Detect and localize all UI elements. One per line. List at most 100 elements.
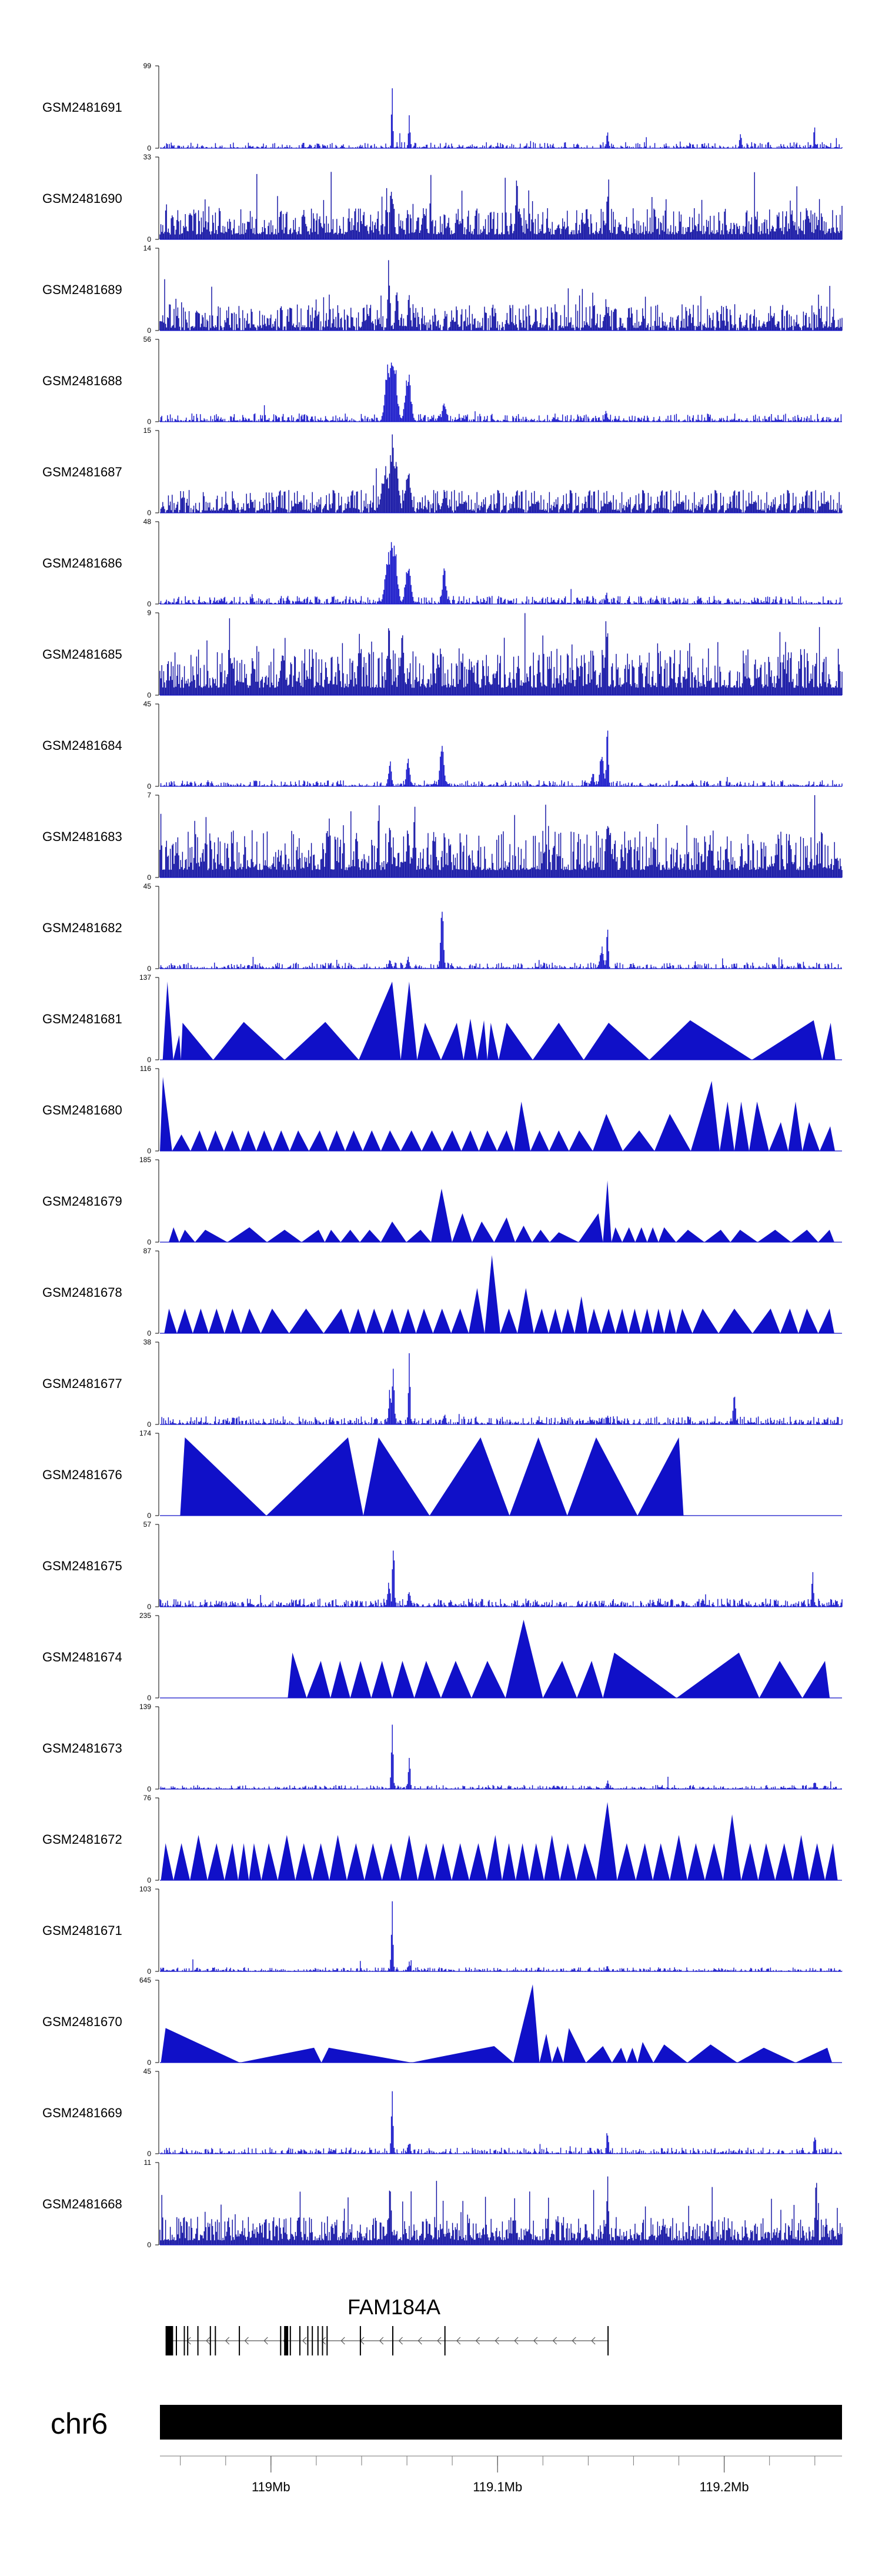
- signal-peak: [514, 1102, 531, 1151]
- track-ymin-label: 0: [147, 1238, 151, 1246]
- track-GSM2481680: GSM2481680 116 0: [42, 1065, 842, 1155]
- signal-peak: [752, 1309, 780, 1333]
- gene-exon: [444, 2326, 446, 2355]
- signal-peak: [416, 1309, 433, 1333]
- signal-peak: [802, 1661, 830, 1698]
- track-GSM2481691: GSM2481691 99 0: [42, 62, 843, 152]
- gene-strand-arrow: [263, 2337, 268, 2345]
- track-GSM2481676: GSM2481676 174 0: [42, 1429, 842, 1520]
- axis-tick-label: 119Mb: [252, 2480, 290, 2494]
- signal-peak: [350, 1661, 372, 1698]
- track-label: GSM2481680: [42, 1103, 122, 1117]
- track-ymax-label: 99: [143, 62, 152, 70]
- signal-peak: [509, 1437, 567, 1516]
- signal-peak: [513, 1984, 540, 2063]
- gene-exon: [317, 2326, 319, 2355]
- signal-peak: [400, 1309, 416, 1333]
- signal-peak: [615, 1309, 629, 1333]
- track-ymax-label: 185: [139, 1156, 151, 1164]
- track-ymin-label: 0: [147, 2241, 151, 2249]
- signal-peak: [323, 1309, 350, 1333]
- gene-strand-arrow: [591, 2337, 596, 2345]
- signal-peak: [499, 1023, 533, 1060]
- signal-peak: [552, 2046, 563, 2063]
- signal-peak: [723, 1814, 741, 1880]
- signal-peak: [433, 1309, 452, 1333]
- signal-peak: [364, 1843, 382, 1880]
- track-label: GSM2481677: [42, 1376, 122, 1391]
- track-label: GSM2481690: [42, 191, 122, 206]
- signal-peak: [272, 1130, 290, 1151]
- axis-tick-label: 119.2Mb: [700, 2480, 749, 2494]
- signal-peak: [653, 1309, 664, 1333]
- signal-peak: [309, 1130, 329, 1151]
- signal-peak: [749, 1102, 769, 1151]
- gene-exon: [280, 2326, 282, 2355]
- signal-peak: [411, 2046, 514, 2063]
- signal-peak: [641, 1309, 653, 1333]
- signal-peak: [560, 1843, 577, 1880]
- signal-peak: [791, 1230, 818, 1242]
- signal-peak: [563, 2028, 586, 2063]
- track-ymin-label: 0: [147, 1420, 151, 1429]
- track-ymin-label: 0: [147, 600, 151, 608]
- signal-peak: [586, 2046, 612, 2063]
- signal-peak: [431, 1189, 452, 1242]
- signal-peak: [549, 1130, 569, 1151]
- signal-peak: [414, 1661, 441, 1698]
- signal-peak: [647, 1227, 659, 1242]
- signal-peak: [472, 1222, 495, 1242]
- track-GSM2481668: GSM2481668 11 0: [42, 2158, 843, 2249]
- track-ymax-label: 87: [143, 1247, 152, 1255]
- signal-area: [159, 1724, 842, 1789]
- track-ymax-label: 76: [143, 1794, 152, 1802]
- signal-peak: [769, 1122, 789, 1151]
- signal-peak: [494, 1217, 516, 1242]
- track-GSM2481675: GSM2481675 57 0: [42, 1520, 843, 1611]
- signal-peak: [176, 1309, 193, 1333]
- signal-peak: [775, 1843, 793, 1880]
- gene-strand-arrow: [437, 2337, 442, 2345]
- signal-peak: [626, 2047, 638, 2063]
- track-ymax-label: 15: [143, 426, 152, 435]
- signal-peak: [285, 1022, 359, 1060]
- signal-peak: [213, 1022, 285, 1060]
- gene-strand-arrow: [225, 2337, 230, 2345]
- track-GSM2481669: GSM2481669 45 0: [42, 2067, 842, 2158]
- signal-peak: [366, 1309, 383, 1333]
- track-GSM2481681: GSM2481681 137 0: [42, 973, 842, 1064]
- signal-peak: [383, 1309, 400, 1333]
- track-ymin-label: 0: [147, 235, 151, 243]
- signal-peak: [759, 1661, 803, 1698]
- track-ymax-label: 56: [143, 335, 152, 343]
- signal-peak: [429, 1437, 510, 1516]
- signal-peak: [469, 1843, 487, 1880]
- signal-peak: [380, 1130, 401, 1151]
- track-label: GSM2481672: [42, 1832, 122, 1847]
- signal-peak: [704, 1843, 723, 1880]
- track-label: GSM2481682: [42, 920, 122, 935]
- track-ymax-label: 137: [139, 973, 151, 982]
- signal-area: [159, 362, 842, 422]
- track-GSM2481673: GSM2481673 139 0: [42, 1703, 842, 1793]
- track-ymax-label: 45: [143, 700, 152, 708]
- signal-peak: [737, 2047, 796, 2063]
- signal-peak: [325, 1230, 341, 1242]
- signal-peak: [579, 1213, 603, 1242]
- signal-peak: [169, 1227, 179, 1242]
- signal-peak: [349, 1309, 366, 1333]
- signal-peak: [301, 1230, 325, 1242]
- signal-peak: [340, 1230, 360, 1242]
- gene-strand-arrow: [456, 2337, 461, 2345]
- signal-peak: [440, 1661, 472, 1698]
- signal-peak: [161, 1843, 174, 1880]
- track-label: GSM2481670: [42, 2014, 122, 2029]
- signal-peak: [487, 1023, 499, 1060]
- gene-name-label: FAM184A: [348, 2295, 440, 2319]
- signal-peak: [653, 2044, 687, 2063]
- signal-peak: [224, 1843, 238, 1880]
- signal-peak: [452, 1213, 472, 1242]
- gene-exon: [307, 2326, 309, 2355]
- gene-exon: [168, 2326, 172, 2355]
